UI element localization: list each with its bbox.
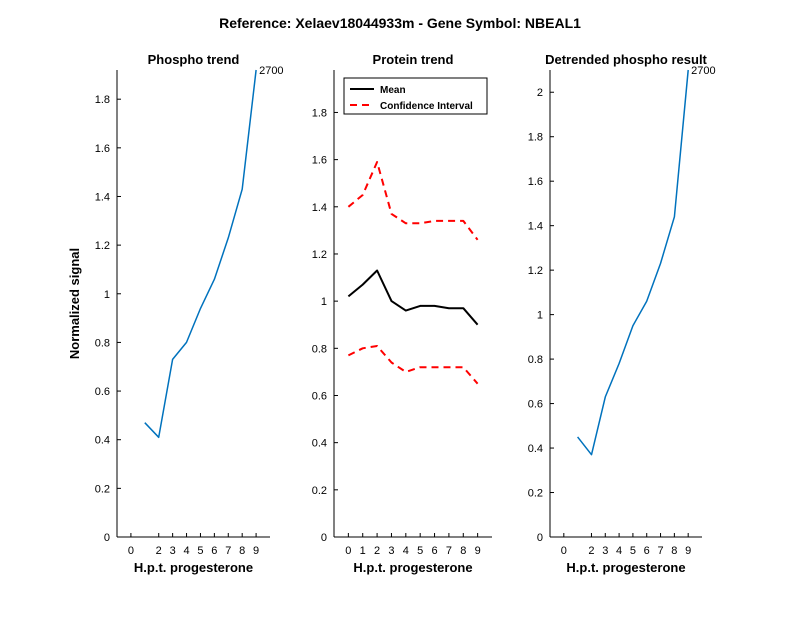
y-tick-label: 1.4	[528, 221, 543, 233]
series-line-2	[347, 161, 479, 241]
series-line-1	[347, 269, 479, 326]
y-tick-label: 1	[537, 310, 543, 322]
y-tick-label: 1.6	[312, 155, 327, 167]
y-axis-label: Normalized signal	[67, 248, 82, 359]
y-tick-label: 1.6	[95, 143, 110, 155]
x-tick-label: 6	[644, 545, 650, 557]
y-tick-label: 0.4	[95, 435, 110, 447]
chart-panel-3: 00.20.40.60.811.21.41.61.820 2 3 4 5 6 7 8 9Detr…	[528, 52, 716, 575]
series-line-1	[144, 69, 257, 439]
x-tick-label: 9	[253, 545, 259, 557]
legend-entry-label: Confidence Interval	[380, 101, 473, 112]
x-tick-label: 8	[239, 545, 245, 557]
y-tick-label: 1	[321, 296, 327, 308]
x-tick-label: 0	[128, 545, 134, 557]
y-tick-label: 0.4	[528, 443, 543, 455]
y-tick-label: 1.8	[528, 132, 543, 144]
y-tick-label: 0.8	[95, 337, 110, 349]
x-axis-label: H.p.t. progesterone	[134, 560, 253, 575]
y-tick-label: 0	[321, 532, 327, 544]
x-tick-label: 8	[671, 545, 677, 557]
y-tick-label: 1.2	[528, 265, 543, 277]
x-tick-label: 9	[475, 545, 481, 557]
y-tick-label: 1.4	[95, 191, 110, 203]
chart-title: Detrended phospho result	[545, 52, 707, 67]
x-tick-label: 1	[360, 545, 366, 557]
y-tick-label: 0.2	[312, 485, 327, 497]
x-tick-label: 3	[602, 545, 608, 557]
legend-entry-label: Mean	[380, 85, 406, 96]
x-tick-label: 2	[156, 545, 162, 557]
y-tick-label: 0.6	[312, 390, 327, 402]
x-tick-label: 0	[345, 545, 351, 557]
y-tick-label: 0	[537, 532, 543, 544]
x-tick-label: 7	[446, 545, 452, 557]
y-tick-label: 1.8	[95, 94, 110, 106]
y-tick-label: 1.2	[95, 240, 110, 252]
figure-title: Reference: Xelaev18044933m - Gene Symbol…	[219, 15, 581, 31]
y-tick-label: 1.4	[312, 202, 327, 214]
y-tick-label: 1.6	[528, 176, 543, 188]
y-tick-label: 0.6	[95, 386, 110, 398]
chart-panel-2: 00.20.40.60.811.21.41.61.80 1 2 3 4 5 6 7 8 9Prot…	[312, 52, 492, 575]
legend-box	[343, 77, 488, 115]
x-tick-label: 5	[417, 545, 423, 557]
x-tick-label: 4	[403, 545, 409, 557]
x-tick-label: 3	[388, 545, 394, 557]
x-tick-label: 6	[431, 545, 437, 557]
y-tick-label: 0.2	[528, 488, 543, 500]
chart-panels: 00.20.40.60.811.21.41.61.80 2 3 4 5 6 7 8 9Phosp…	[67, 52, 716, 575]
x-tick-label: 2	[374, 545, 380, 557]
x-tick-label: 0	[561, 545, 567, 557]
y-tick-label: 0.6	[528, 399, 543, 411]
x-tick-label: 4	[616, 545, 622, 557]
chart-panel-1: 0 0.2 0.4 0.6 0.8 1 1.2 1.4 1.6 1.8 0 2 3 4 5 6 7 8 9 Phosp…	[67, 52, 284, 575]
x-tick-label: 5	[197, 545, 203, 557]
y-tick-label: 0	[104, 532, 110, 544]
series-line-3	[347, 345, 479, 385]
x-tick-label: 4	[183, 545, 189, 557]
x-tick-label: 2	[588, 545, 594, 557]
x-tick-label: 7	[225, 545, 231, 557]
x-tick-label: 9	[685, 545, 691, 557]
series-line-1	[577, 69, 689, 456]
y-tick-label: 0.8	[528, 354, 543, 366]
y-tick-label: 0.4	[312, 438, 327, 450]
x-tick-label: 7	[657, 545, 663, 557]
y-tick-label: 1.8	[312, 107, 327, 119]
x-tick-label: 5	[630, 545, 636, 557]
y-tick-label: 1.2	[312, 249, 327, 261]
y-tick-label: 0.8	[312, 343, 327, 355]
y-tick-label: 1	[104, 289, 110, 301]
chart-title: Phospho trend	[148, 52, 240, 67]
data-annotation: 2700	[259, 65, 283, 77]
data-annotation: 2700	[691, 65, 715, 77]
x-axis-label: H.p.t. progesterone	[566, 560, 685, 575]
x-tick-label: 8	[460, 545, 466, 557]
y-tick-label: 2	[537, 87, 543, 99]
x-tick-label: 6	[211, 545, 217, 557]
x-axis-label: H.p.t. progesterone	[353, 560, 472, 575]
chart-title: Protein trend	[373, 52, 454, 67]
x-tick-label: 3	[170, 545, 176, 557]
y-tick-label: 0.2	[95, 483, 110, 495]
